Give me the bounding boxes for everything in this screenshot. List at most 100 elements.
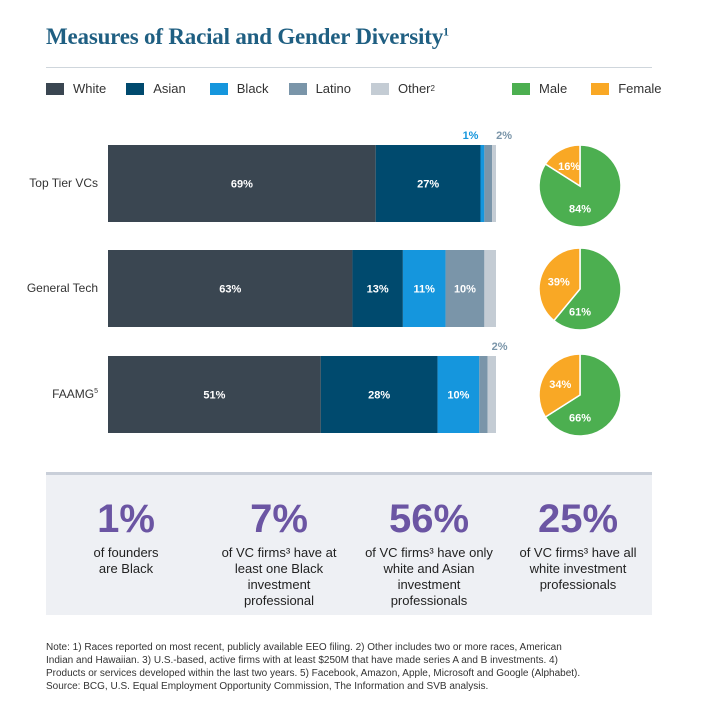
data-label-faamg-black: 10% [447,390,469,402]
diversity-chart: 69% 27% 1% 2% 63% 13% 11% 10% 51% 28% 10% 2% 84% 16% 6… [108,130,622,437]
pie-top-tier-vcs-female [544,144,581,188]
legend-swatch [288,82,307,95]
stat-description-line: of VC firms³ have at [221,545,337,560]
stat-value: 56% [388,497,470,541]
stat-description-line: of VC firms³ have only [365,545,493,560]
legend-item-latino: Latino [288,81,351,96]
stat-description-line: least one Black [234,561,324,576]
stat-description-line: investment [247,577,311,592]
stat-4: 25% of VC firms³ have all white investment… [508,497,648,593]
footnote-line: Products or services developed within th… [46,668,581,679]
bar-general-tech-asian [352,250,403,327]
stat-description-line: are Black [98,561,154,576]
race-legend: White Asian Black Latino Other 2 [46,81,435,96]
bar-top-tier-vcs-other [492,145,496,222]
bar-faamg-latino [479,356,488,433]
page-title: Measures of Racial and Gender Diversity1 [46,24,449,49]
legend-swatch [209,82,228,95]
stat-3: 56% of VC firms³ have only white and Asian… [359,497,499,609]
footnote-line: Indian and Hawaiian. 3) U.S.-based, acti… [46,655,558,666]
data-label-general-tech-latino: 10% [454,284,476,296]
pie-label-faamg-female: 34% [549,379,571,391]
stat-description: of VC firms³ have all white investment pro… [508,545,648,593]
legend-swatch [370,82,389,95]
bar-general-tech-other [484,250,496,327]
pie-faamg-female [538,353,581,419]
bar-faamg-other [487,356,496,433]
footnote-line: Source: BCG, U.S. Equal Employment Oppor… [46,681,489,692]
pie-label-general-tech-male: 61% [569,307,591,319]
legend-footnote-mark: 2 [430,84,435,93]
legend-label: Latino [315,81,351,96]
stat-value: 7% [250,497,308,541]
bar-top-tier-vcs-asian [375,145,481,222]
data-label-faamg-latino: 2% [492,341,508,353]
footnote-line: Note: 1) Races reported on most recent, … [46,642,562,653]
category-label-general-tech: General Tech [26,280,98,295]
legend-item-other: Other 2 [370,81,435,96]
legend-label: Female [618,81,662,96]
stats-panel: 1% of founders are Black 7% of VC firms³ hav… [46,472,652,615]
bar-top-tier-vcs-latino [484,145,493,222]
data-label-faamg-asian: 28% [368,390,390,402]
title-divider [46,67,652,68]
stat-description-line: professionals [539,577,617,592]
pie-label-top-tier-vcs-female: 16% [558,161,580,173]
stat-description-line: professionals [390,593,468,608]
stat-description-line: white investment [529,561,627,576]
legend-label: Black [236,81,269,96]
pie-label-general-tech-female: 39% [548,276,570,288]
legend-item-male: Male [512,81,567,96]
category-label-faamg: FAAMG5 [52,386,98,401]
data-label-general-tech-black: 11% [414,284,436,296]
stat-description-line: of founders [93,545,159,560]
legend-label: White [73,81,107,96]
legend-label: Other [397,81,431,96]
legend-label: Asian [153,81,186,96]
stat-description: of VC firms³ have at least one Black inves… [209,545,349,609]
bar-general-tech-white [108,250,353,327]
category-label-top-tier-vcs: Top Tier VCs [29,175,98,190]
legend-item-asian: Asian [126,81,186,96]
pie-faamg-male [544,353,622,437]
data-label-top-tier-vcs-asian: 27% [417,179,439,191]
bar-general-tech-black [402,250,446,327]
bar-top-tier-vcs-white [108,145,376,222]
legend-item-black: Black [209,81,269,96]
stat-description: of founders are Black [56,545,196,577]
pie-general-tech-female [538,247,581,322]
data-label-top-tier-vcs-latino: 2% [496,130,512,142]
legend-swatch [46,82,64,95]
data-label-general-tech-asian: 13% [367,284,389,296]
pie-general-tech-male [552,247,622,331]
bar-faamg-black [437,356,480,433]
stat-2: 7% of VC firms³ have at least one Black inv… [209,497,349,609]
stat-value: 25% [537,497,619,541]
stat-description-line: of VC firms³ have all [519,545,637,560]
legend-swatch [512,82,530,95]
data-label-general-tech-white: 63% [219,284,241,296]
legend-label: Male [539,81,568,96]
stat-1: 1% of founders are Black [56,497,196,577]
stat-description-line: investment [397,577,461,592]
gender-legend: Male Female [512,81,662,96]
bar-top-tier-vcs-black [480,145,485,222]
pie-label-faamg-male: 66% [569,413,591,425]
bar-general-tech-latino [445,250,485,327]
category-footnote-mark: 5 [94,387,98,395]
pie-label-top-tier-vcs-male: 84% [569,204,591,216]
legend-item-female: Female [591,81,662,96]
data-label-faamg-white: 51% [203,390,225,402]
legend-swatch [126,82,145,95]
stat-description-line: professional [243,593,315,608]
stat-description-line: white and Asian [383,561,475,576]
footnotes: Note: 1) Races reported on most recent, … [46,641,666,693]
data-label-top-tier-vcs-black: 1% [463,130,479,142]
bar-faamg-asian [320,356,438,433]
legend-item-white: White [46,81,106,96]
stat-value: 1% [97,497,155,541]
legend-swatch [591,82,610,95]
data-label-top-tier-vcs-white: 69% [231,179,253,191]
bar-faamg-white [108,356,321,433]
stat-description: of VC firms³ have only white and Asian inv… [359,545,499,609]
